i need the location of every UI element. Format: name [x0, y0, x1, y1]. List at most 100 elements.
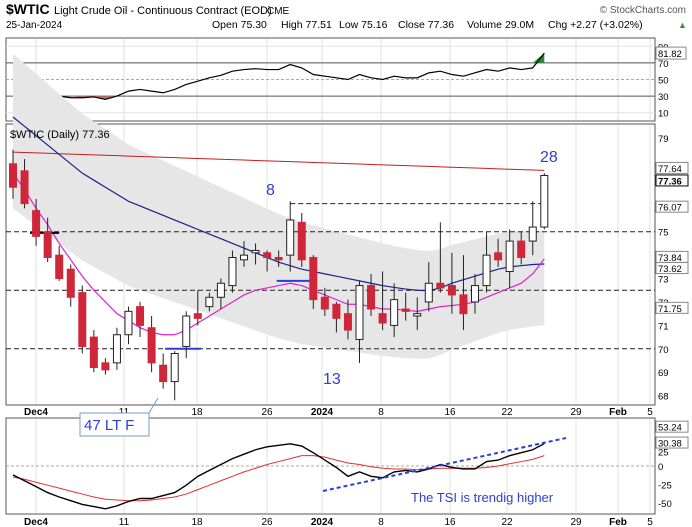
- tsi-axis-label: 53.24: [658, 423, 682, 434]
- axis-value-box: [655, 436, 689, 449]
- rsi-overbought-fill: [532, 53, 545, 63]
- candle: [240, 254, 248, 261]
- candle: [378, 313, 387, 324]
- candle: [89, 336, 98, 369]
- header-symbol: $WTIC: [6, 1, 50, 17]
- price-axis-label: 76.07: [658, 203, 682, 214]
- x-axis-label: 26: [261, 517, 273, 527]
- x-axis-label: 22: [501, 517, 513, 527]
- x-axis-label: 29: [570, 407, 582, 418]
- rsi-axis-label: 70: [658, 59, 669, 70]
- header-close: Close 77.36: [398, 19, 454, 31]
- candle: [309, 256, 318, 301]
- candle: [320, 296, 329, 310]
- axis-value-box: [655, 46, 687, 60]
- count-8-label: 8: [266, 182, 275, 199]
- candle: [436, 282, 445, 289]
- candle: [182, 315, 191, 347]
- candle: [170, 352, 179, 383]
- candle: [112, 334, 121, 364]
- x-axis-label: 5: [647, 517, 653, 527]
- candle: [286, 219, 295, 256]
- candle: [355, 285, 364, 340]
- header-change: Chg +2.27 (+3.02%): [548, 19, 643, 31]
- candle: [101, 362, 110, 371]
- rsi-line: [12, 52, 545, 101]
- x-axis-label: 5: [647, 407, 653, 418]
- watermark: © StockCharts.com: [600, 5, 686, 16]
- price-axis-label: 68: [658, 392, 669, 403]
- price-axis-label: 71.75: [658, 304, 682, 315]
- candle: [367, 285, 376, 310]
- price-axis-label: 73.84: [658, 253, 682, 264]
- candle: [401, 308, 410, 312]
- x-axis-label: 18: [191, 407, 203, 418]
- x-axis-label: Dec4: [24, 407, 48, 418]
- rsi-axis-label: 50: [658, 76, 669, 87]
- price-axis-label: 77.36: [658, 176, 682, 187]
- axis-value-box: [655, 420, 689, 433]
- tsi-axis-label: -50: [658, 499, 672, 510]
- axis-value-box: [655, 174, 689, 187]
- candle: [20, 170, 29, 205]
- long-ma-line: [12, 151, 545, 171]
- candle: [413, 313, 422, 317]
- tsi-note: The TSI is trendig higher: [411, 490, 554, 505]
- bollinger-band: [13, 53, 545, 359]
- x-axis-label: 8: [378, 407, 384, 418]
- lt-box-label: 47 LT F: [84, 417, 134, 434]
- candle: [136, 306, 145, 326]
- candle: [517, 240, 526, 258]
- axis-value-box: [655, 262, 689, 275]
- rsi-axis-label: 81.82: [658, 49, 682, 60]
- candle: [251, 249, 260, 254]
- candle: [332, 303, 341, 319]
- count-13-label: 13: [323, 371, 341, 388]
- change-up-icon: ▲: [678, 20, 687, 30]
- tsi-axis-label: -25: [658, 480, 672, 491]
- x-axis-label: 2024: [311, 407, 334, 418]
- candle: [193, 313, 202, 319]
- header-date: 25-Jan-2024: [6, 20, 63, 31]
- header-open: Open 75.30: [212, 19, 267, 31]
- header-low: Low 75.16: [339, 19, 388, 31]
- candle: [124, 310, 133, 336]
- candle: [32, 210, 41, 237]
- price-axis-label: 79: [658, 134, 669, 145]
- header-high: High 77.51: [281, 19, 332, 31]
- header-name: Light Crude Oil - Continuous Contract (E…: [54, 5, 272, 17]
- candle: [447, 285, 456, 296]
- price-axis-label: 73.62: [658, 264, 682, 275]
- rsi-axis-label: 30: [658, 92, 669, 103]
- x-axis-label: 16: [444, 517, 456, 527]
- tsi-axis-label: 25: [658, 448, 669, 459]
- price-axis-label: 71: [658, 321, 669, 332]
- candle: [228, 256, 237, 287]
- candle: [9, 163, 17, 188]
- ema-line: [12, 172, 545, 336]
- axis-value-box: [655, 161, 689, 174]
- lt-box: [79, 412, 150, 437]
- candle: [55, 254, 64, 280]
- x-axis-label: 2024: [311, 517, 334, 527]
- x-axis-label: Feb: [609, 517, 627, 527]
- price-axis-label: 70: [658, 345, 669, 356]
- count-28-label: 28: [540, 149, 558, 166]
- candle: [147, 327, 156, 364]
- candle: [528, 226, 537, 242]
- x-axis-label: 11: [119, 517, 130, 527]
- candle: [482, 254, 491, 287]
- rsi-axis-label: 10: [658, 109, 669, 120]
- price-axis-label: 77.64: [658, 164, 682, 175]
- x-axis-label: 22: [501, 407, 513, 418]
- tsi-axis-label: 30.38: [658, 439, 682, 450]
- candle: [343, 313, 352, 331]
- candle: [78, 292, 87, 347]
- x-axis-label: 16: [444, 407, 456, 418]
- axis-value-box: [655, 200, 689, 213]
- header-exchange: CME: [267, 6, 290, 17]
- candle: [540, 175, 549, 228]
- price-legend: $WTIC (Daily) 77.36: [10, 129, 110, 141]
- candle: [459, 294, 468, 315]
